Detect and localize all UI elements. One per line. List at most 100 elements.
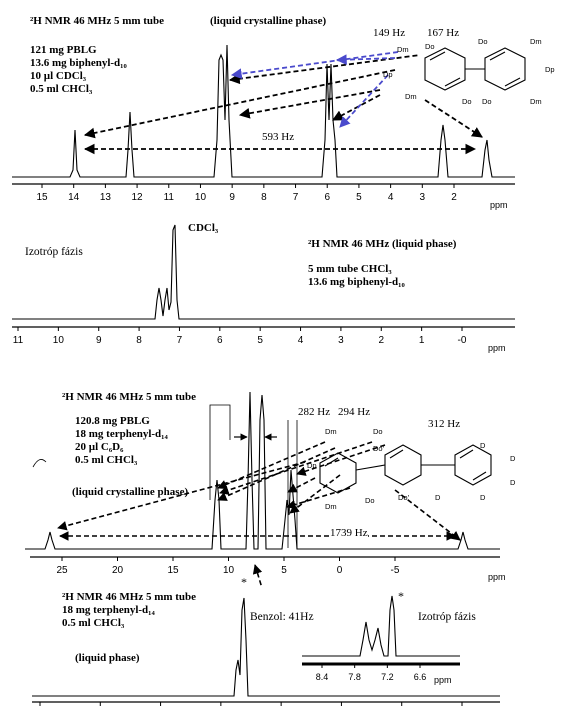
tick-label: 15 bbox=[167, 565, 179, 576]
tick-label: 1 bbox=[419, 335, 425, 346]
panel4-trace bbox=[32, 597, 500, 697]
panel1-sample-1: 121 mg PBLG bbox=[30, 44, 97, 56]
panel4-benzol-label: Benzol: 41Hz bbox=[250, 611, 314, 623]
panel3-trace bbox=[25, 391, 500, 550]
tick-label: -0 bbox=[458, 335, 467, 346]
tick-label: 3 bbox=[420, 192, 426, 203]
tick-label: -5 bbox=[391, 565, 400, 576]
panel4-spectrum bbox=[32, 597, 500, 703]
panel3-unit: ppm bbox=[488, 572, 506, 582]
panel3-ticks: 25 20 15 10 5 0 -5 bbox=[56, 557, 400, 576]
tick-label: 6 bbox=[217, 335, 223, 346]
panel2-trace bbox=[12, 224, 515, 320]
atom-Dm: Dm bbox=[397, 45, 409, 54]
panel1-sample-2: 13.6 mg biphenyl-d₁₀ bbox=[30, 57, 127, 69]
tick-label: 5 bbox=[356, 192, 362, 203]
tick-label: 8 bbox=[261, 192, 267, 203]
tick-label: 5 bbox=[257, 335, 263, 346]
tick-label: 7.8 bbox=[348, 672, 361, 682]
panel4-star-inset: * bbox=[398, 589, 404, 603]
tick-label: 8 bbox=[136, 335, 142, 346]
tick-label: 10 bbox=[195, 192, 207, 203]
panel3-splitting-294: 294 Hz bbox=[338, 406, 371, 418]
panel2-left-label: Izotróp fázis bbox=[25, 246, 83, 258]
panel1-ticks: 15 14 13 12 11 10 9 8 7 6 5 4 3 2 bbox=[36, 184, 457, 203]
svg-text:Do': Do' bbox=[398, 493, 410, 502]
tick-label: 7.2 bbox=[381, 672, 394, 682]
svg-text:Do: Do bbox=[425, 42, 435, 51]
tick-label: 6 bbox=[324, 192, 330, 203]
panel3-sample-3: 20 µl C₆D₆ bbox=[75, 441, 124, 453]
panel3-arrows bbox=[57, 441, 461, 589]
svg-text:Dm: Dm bbox=[325, 502, 337, 511]
tick-label: 10 bbox=[223, 565, 235, 576]
panel4-sample-1: 18 mg terphenyl-d₁₄ bbox=[62, 604, 155, 616]
svg-text:Dm: Dm bbox=[325, 427, 337, 436]
svg-text:Dm: Dm bbox=[530, 37, 542, 46]
panel1-trace bbox=[12, 44, 515, 178]
panel4-inset bbox=[302, 595, 460, 666]
biphenyl-structure bbox=[424, 47, 526, 91]
panel1-title: ²H NMR 46 MHz 5 mm tube bbox=[30, 15, 165, 27]
panel2-sample-1: 5 mm tube CHCl₃ bbox=[308, 263, 392, 275]
panel3-squiggle bbox=[32, 459, 47, 468]
tick-label: 13 bbox=[100, 192, 112, 203]
tick-label: 7 bbox=[293, 192, 299, 203]
svg-text:Dp: Dp bbox=[383, 70, 393, 79]
biphenyl-atom-labels: Dm Do Dm Do Dp Do Dm Dp Dm Do bbox=[383, 37, 555, 106]
panel4-sample-2: 0.5 ml CHCl₃ bbox=[62, 617, 125, 629]
panel4-title: ²H NMR 46 MHz 5 mm tube bbox=[62, 591, 197, 603]
svg-text:Do': Do' bbox=[373, 444, 385, 453]
tick-label: 15 bbox=[36, 192, 48, 203]
tick-label: 14 bbox=[68, 192, 80, 203]
svg-text:Dp: Dp bbox=[545, 65, 555, 74]
tick-label: 20 bbox=[112, 565, 124, 576]
tick-label: 2 bbox=[451, 192, 457, 203]
terphenyl-atom-labels: Dm Do Do' Dp Dm Do Do' D D D D D bbox=[307, 427, 516, 511]
panel3-spectrum bbox=[25, 391, 500, 558]
tick-label: 10 bbox=[53, 335, 65, 346]
panel2-sample-2: 13.6 mg biphenyl-d₁₀ bbox=[308, 276, 405, 288]
tick-label: 11 bbox=[13, 335, 24, 346]
svg-text:Do: Do bbox=[365, 496, 375, 505]
svg-text:D: D bbox=[510, 478, 516, 487]
tick-label: 2 bbox=[378, 335, 384, 346]
panel2-unit: ppm bbox=[488, 343, 506, 353]
panel1-sample-3: 10 µl CDCl₃ bbox=[30, 70, 87, 82]
panel3-bracket bbox=[209, 404, 231, 500]
panel2-title: ²H NMR 46 MHz (liquid phase) bbox=[308, 238, 457, 250]
panel4-inset-unit: ppm bbox=[434, 675, 452, 685]
tick-label: 9 bbox=[96, 335, 102, 346]
inset-trace bbox=[302, 595, 460, 657]
panel1-splitting-167: 167 Hz bbox=[427, 27, 460, 39]
panel3-sample-2: 18 mg terphenyl-d₁₄ bbox=[75, 428, 168, 440]
svg-text:Dm: Dm bbox=[405, 92, 417, 101]
panel3-splitting-bars bbox=[234, 420, 298, 548]
svg-text:Do: Do bbox=[462, 97, 472, 106]
svg-text:Do: Do bbox=[373, 427, 383, 436]
panel3-sample-4: 0.5 ml CHCl₃ bbox=[75, 454, 138, 466]
tick-label: 9 bbox=[229, 192, 235, 203]
panel3-phase: (liquid crystalline phase) bbox=[72, 486, 189, 498]
panel1-arrows bbox=[83, 51, 483, 155]
panel2-ticks: 11 10 9 8 7 6 5 4 3 2 1 -0 bbox=[13, 327, 467, 346]
tick-label: 11 bbox=[164, 192, 175, 203]
tick-label: 7 bbox=[177, 335, 183, 346]
tick-label: 0 bbox=[337, 565, 343, 576]
panel1-unit: ppm bbox=[490, 200, 508, 210]
panel1-wide-splitting: 593 Hz bbox=[262, 131, 295, 143]
panel3-title: ²H NMR 46 MHz 5 mm tube bbox=[62, 391, 197, 403]
tick-label: 6.6 bbox=[414, 672, 427, 682]
tick-label: 5 bbox=[281, 565, 287, 576]
panel4-star-main: * bbox=[241, 575, 247, 589]
tick-label: 12 bbox=[132, 192, 144, 203]
panel2-spectrum bbox=[12, 224, 515, 328]
inset-ticks: 8.4 7.8 7.2 6.6 bbox=[316, 664, 427, 682]
panel3-splitting-312: 312 Hz bbox=[428, 418, 461, 430]
svg-text:Dm: Dm bbox=[530, 97, 542, 106]
svg-text:Dp: Dp bbox=[307, 461, 317, 470]
panel3-sample-1: 120.8 mg PBLG bbox=[75, 415, 150, 427]
svg-text:Do: Do bbox=[482, 97, 492, 106]
